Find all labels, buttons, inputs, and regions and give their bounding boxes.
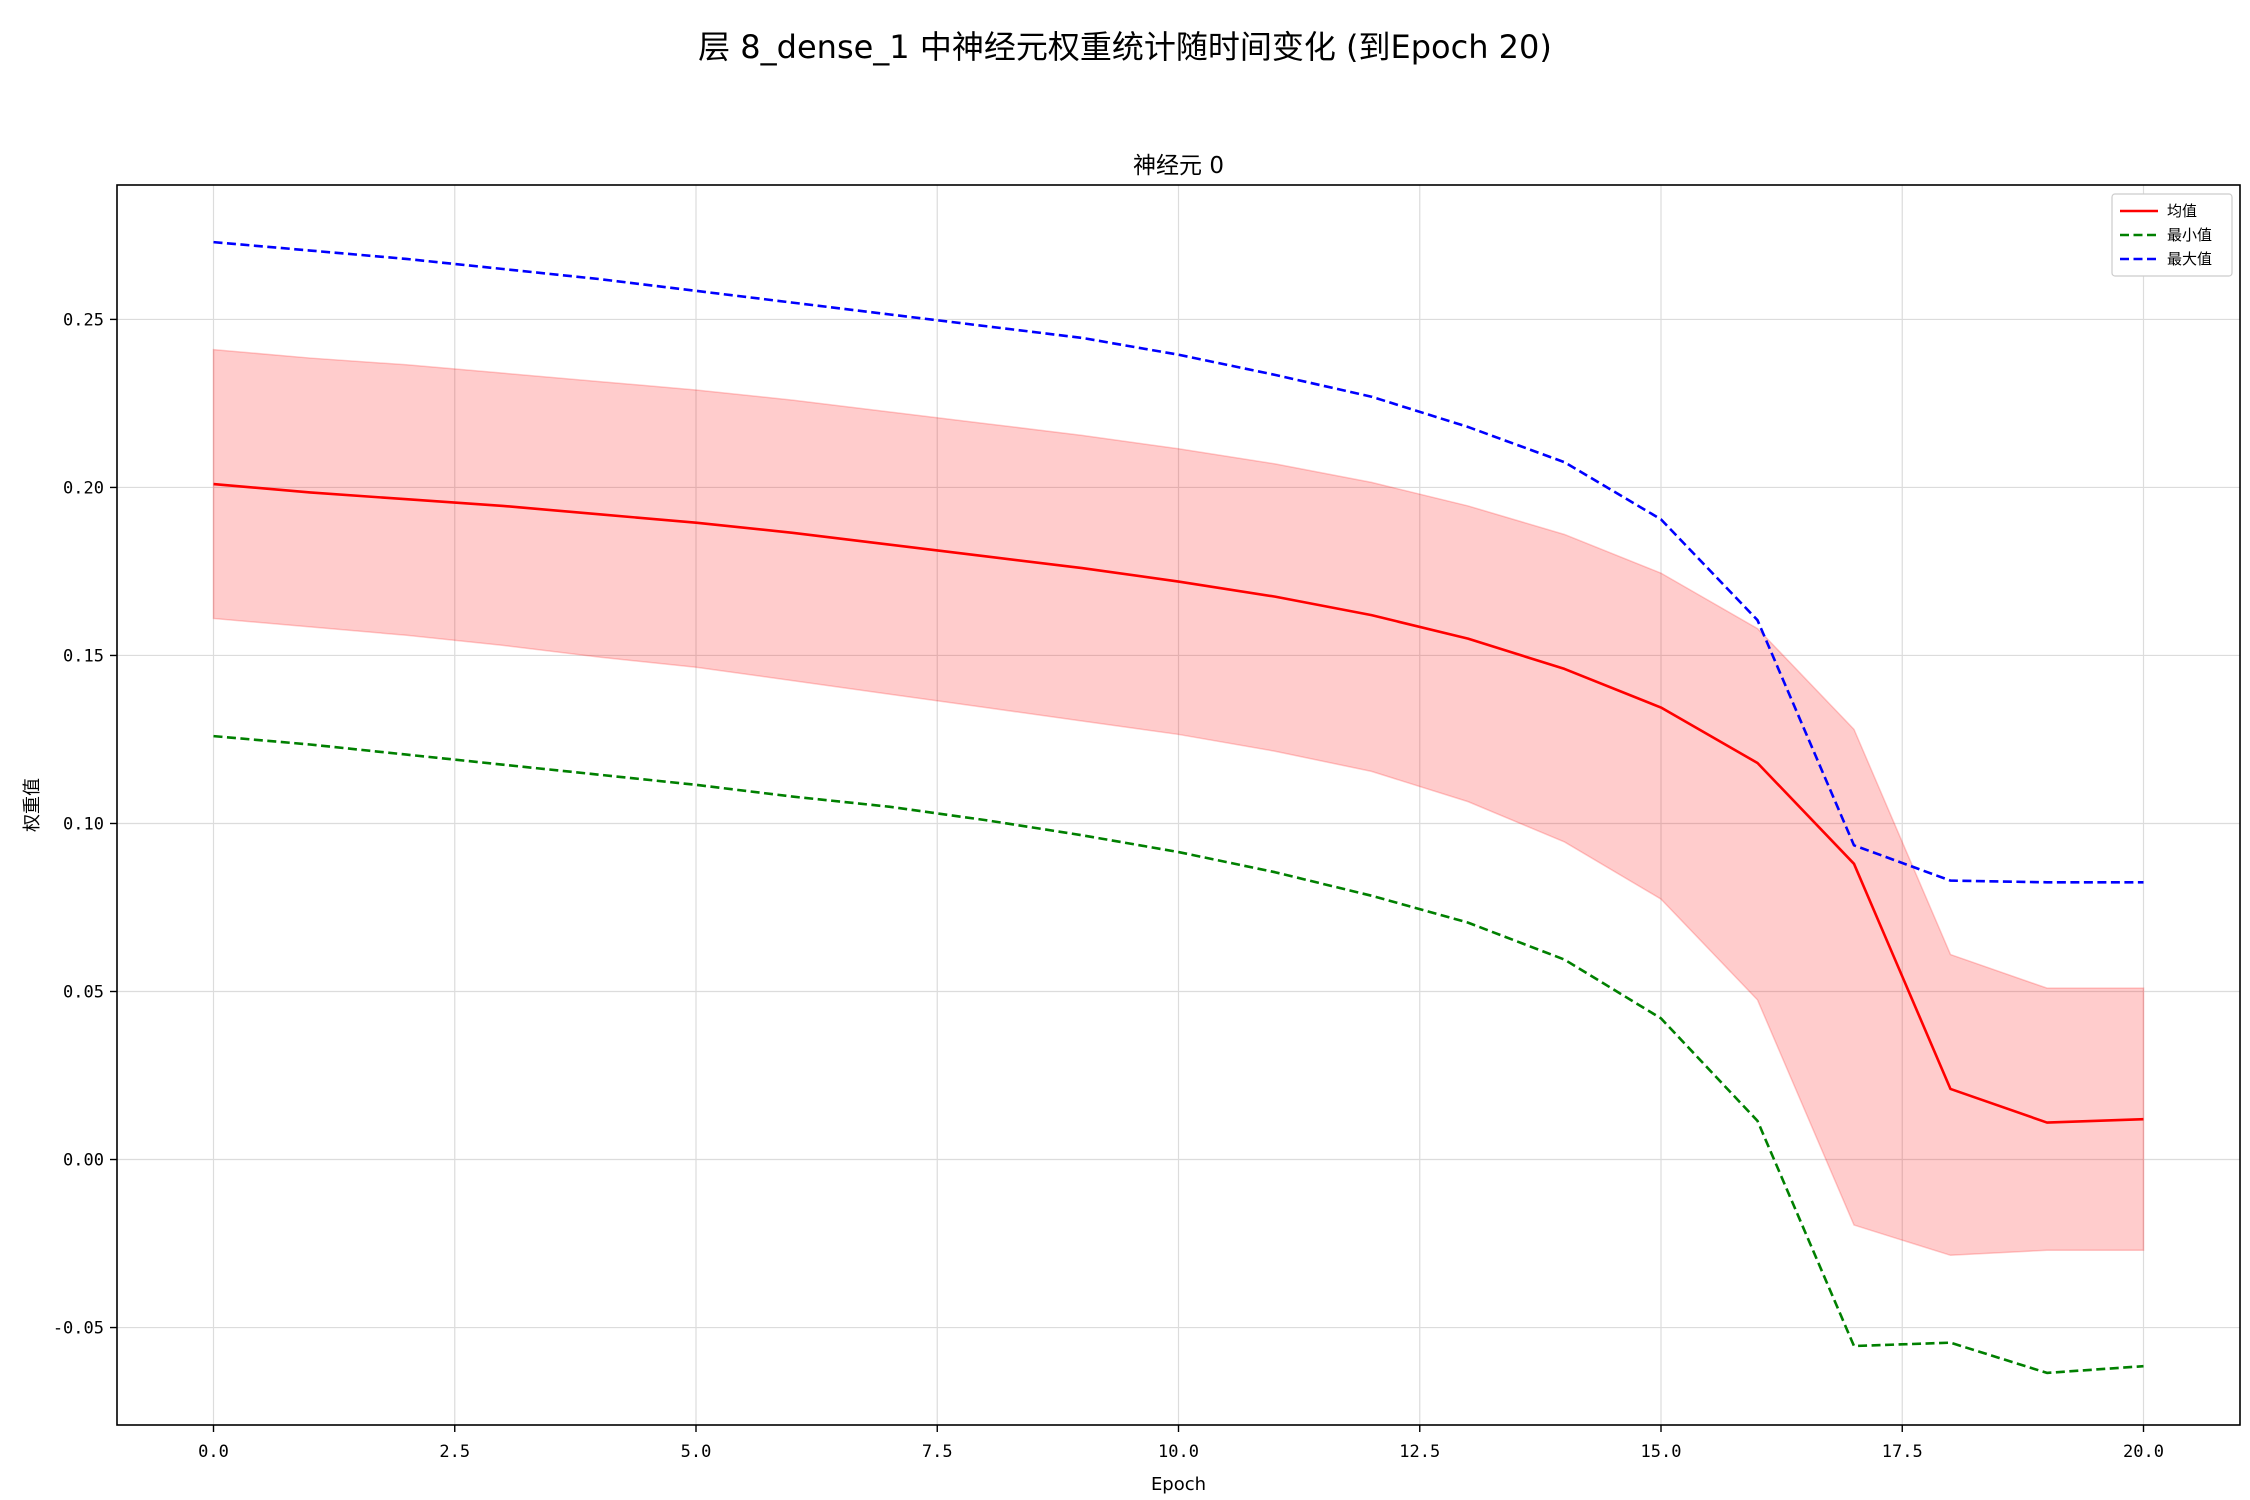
- legend-box: [2111, 193, 2233, 277]
- x-ticks: 0.0 2.5 5.0 7.5 10.0 12.5 15.0 17.5 20.0: [198, 1425, 2164, 1462]
- y-tick-label: 0.25: [63, 310, 104, 330]
- y-ticks: -0.05 0.00 0.05 0.10 0.15 0.20 0.25: [53, 310, 117, 1339]
- x-tick-label: 10.0: [1158, 1442, 1199, 1462]
- series-layer: [213, 240, 2144, 1375]
- chart-title: 神经元 0: [1133, 153, 1224, 179]
- x-tick-label: 17.5: [1882, 1442, 1923, 1462]
- std-band: [212, 348, 2145, 1257]
- y-tick-label: 0.20: [63, 478, 104, 498]
- x-tick-label: 5.0: [681, 1442, 712, 1462]
- y-tick-label: -0.05: [53, 1319, 104, 1339]
- x-tick-label: 15.0: [1641, 1442, 1682, 1462]
- legend-label: 均值: [2167, 202, 2197, 220]
- x-tick-label: 2.5: [439, 1442, 470, 1462]
- x-tick-label: 7.5: [922, 1442, 953, 1462]
- x-axis-label: Epoch: [1151, 1474, 1206, 1495]
- series-line-0: [213, 482, 2144, 1124]
- x-tick-label: 12.5: [1399, 1442, 1440, 1462]
- std-band-layer: [212, 348, 2145, 1257]
- y-tick-label: 0.05: [63, 983, 104, 1003]
- y-tick-label: 0.15: [63, 646, 104, 666]
- legend-label: 最大值: [2167, 250, 2212, 268]
- grid-lines: [117, 185, 2240, 1425]
- series-line-2: [213, 240, 2144, 884]
- y-axis-label: 权重值: [22, 778, 43, 832]
- y-tick-label: 0.00: [63, 1151, 104, 1171]
- y-tick-label: 0.10: [63, 814, 104, 834]
- figure-suptitle: 层 8_dense_1 中神经元权重统计随时间变化 (到Epoch 20): [698, 28, 1552, 66]
- legend-label: 最小值: [2167, 226, 2212, 244]
- x-tick-label: 0.0: [198, 1442, 229, 1462]
- series-line-1: [213, 734, 2144, 1375]
- x-tick-label: 20.0: [2123, 1442, 2164, 1462]
